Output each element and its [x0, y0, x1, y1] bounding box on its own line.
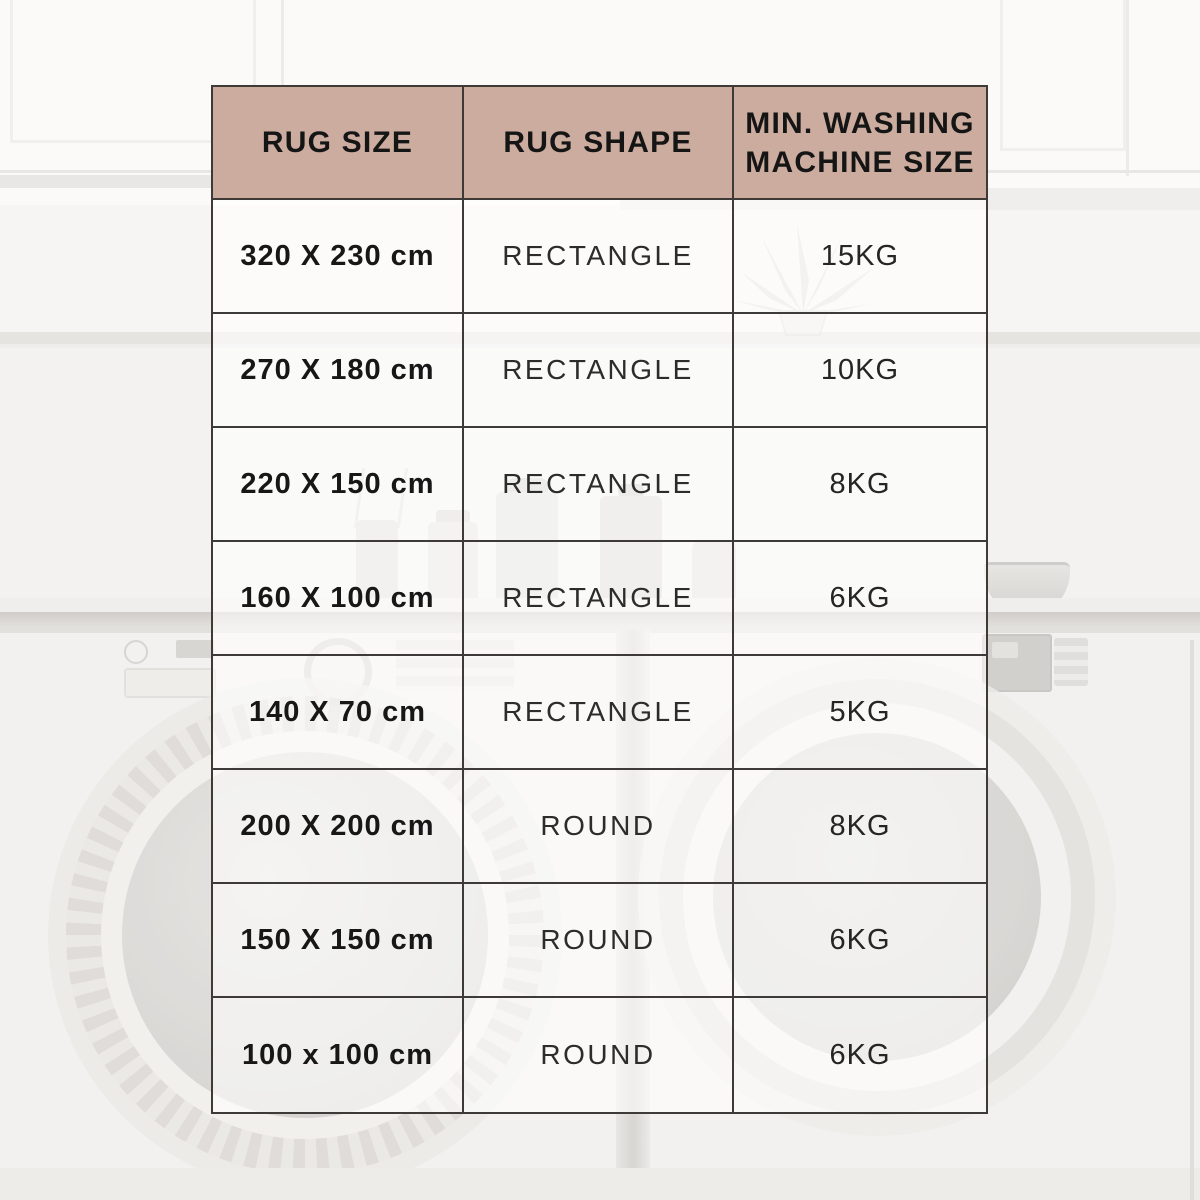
rug-size-value: 270 X 180 cm	[213, 314, 464, 428]
rug-shape-value: RECTANGLE	[464, 428, 734, 542]
washer-display-left	[176, 640, 214, 658]
rug-shape-value: RECTANGLE	[464, 656, 734, 770]
rug-shape-value: ROUND	[464, 998, 734, 1112]
column-header-machine-size: MIN. WASHING MACHINE SIZE	[734, 87, 986, 200]
rug-shape-value: RECTANGLE	[464, 314, 734, 428]
machine-right-edge	[1190, 640, 1194, 1200]
cabinet-door-panel	[1000, 0, 1126, 151]
machine-size-value: 6KG	[734, 884, 986, 998]
detergent-drawer	[124, 668, 216, 698]
floor-shadow	[0, 1168, 1200, 1200]
rug-shape-value: RECTANGLE	[464, 200, 734, 314]
washer-display-digits	[992, 642, 1018, 658]
rug-shape-value: ROUND	[464, 884, 734, 998]
rug-shape-value: ROUND	[464, 770, 734, 884]
cabinet-seam	[1126, 0, 1129, 176]
rug-size-value: 140 X 70 cm	[213, 656, 464, 770]
rug-size-value: 150 X 150 cm	[213, 884, 464, 998]
machine-size-value: 6KG	[734, 998, 986, 1112]
column-header-rug-size: RUG SIZE	[213, 87, 464, 200]
machine-size-value: 6KG	[734, 542, 986, 656]
machine-size-value: 8KG	[734, 428, 986, 542]
rug-size-value: 200 X 200 cm	[213, 770, 464, 884]
header-label: RUG SIZE	[261, 126, 414, 159]
machine-size-value: 15KG	[734, 200, 986, 314]
washer-buttons-right	[1054, 638, 1088, 686]
rug-size-value: 320 X 230 cm	[213, 200, 464, 314]
header-label: MIN. WASHING MACHINE SIZE	[745, 106, 975, 179]
washer-brand-logo	[124, 640, 148, 664]
machine-size-value: 8KG	[734, 770, 986, 884]
machine-size-value: 5KG	[734, 656, 986, 770]
rug-size-value: 100 x 100 cm	[213, 998, 464, 1112]
column-header-rug-shape: RUG SHAPE	[464, 87, 734, 200]
rug-size-value: 160 X 100 cm	[213, 542, 464, 656]
rug-size-table: RUG SIZE RUG SHAPE MIN. WASHING MACHINE …	[211, 85, 988, 1114]
machine-size-value: 10KG	[734, 314, 986, 428]
header-label: RUG SHAPE	[503, 126, 693, 159]
rug-shape-value: RECTANGLE	[464, 542, 734, 656]
cabinet-door-panel	[10, 0, 256, 143]
rug-size-value: 220 X 150 cm	[213, 428, 464, 542]
